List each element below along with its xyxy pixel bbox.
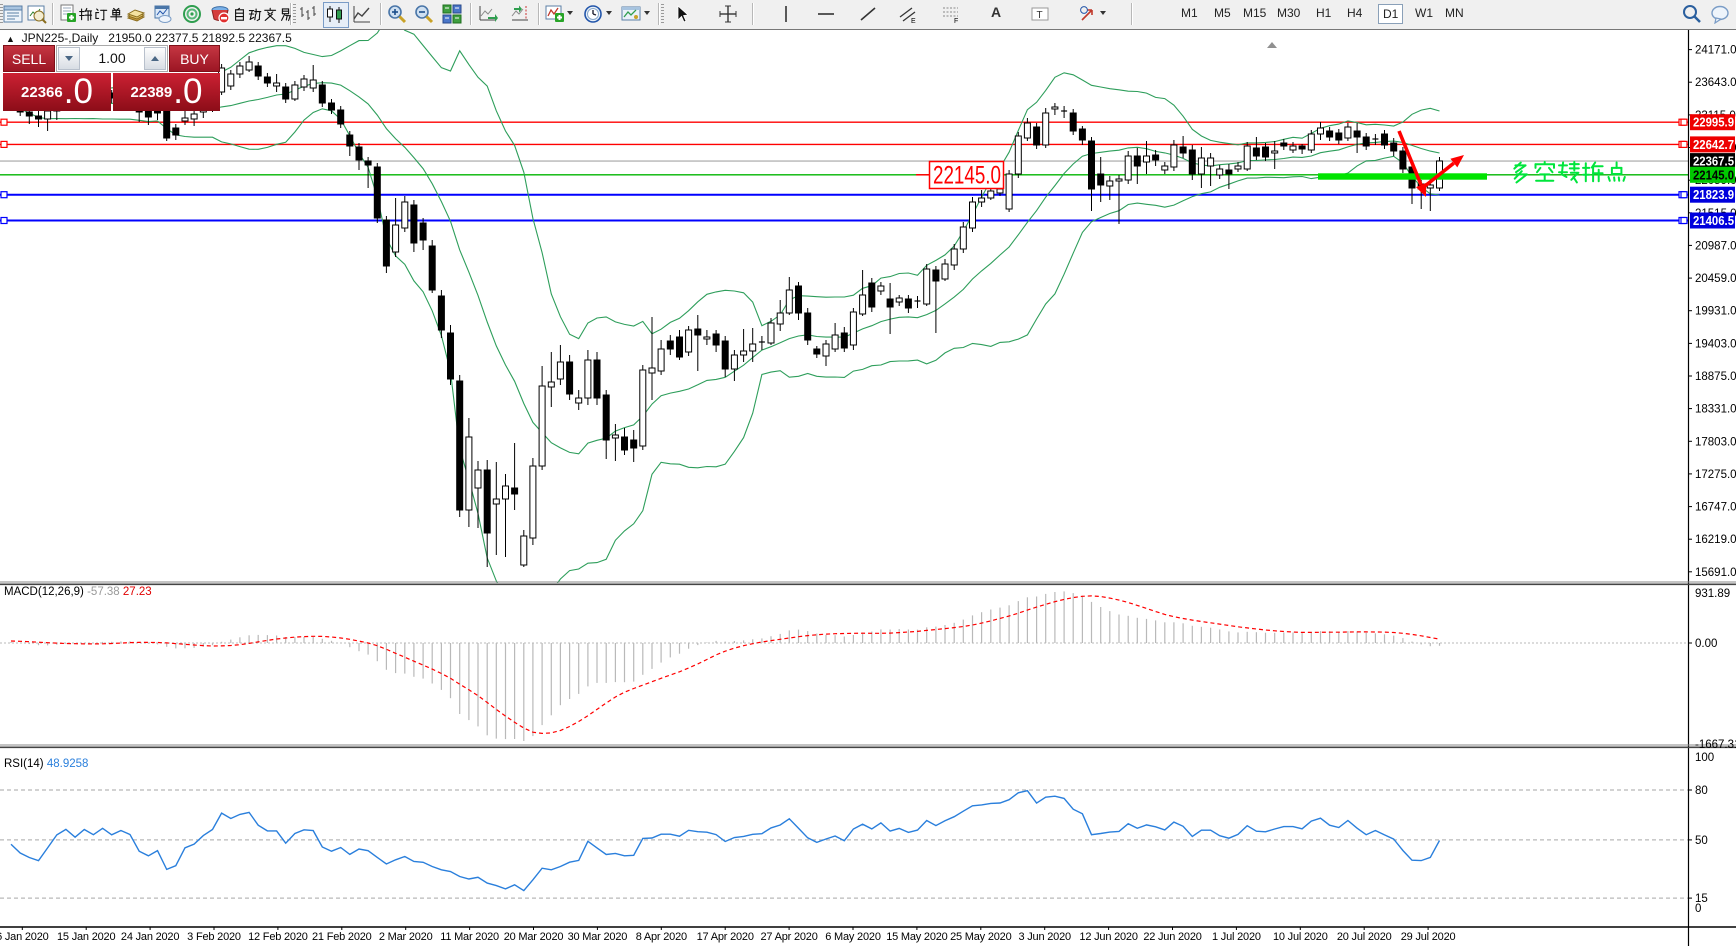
svg-text:30 Mar 2020: 30 Mar 2020	[568, 931, 628, 943]
svg-text:16747.0: 16747.0	[1695, 502, 1736, 514]
svg-text:23643.0: 23643.0	[1695, 77, 1736, 89]
svg-text:20 Mar 2020: 20 Mar 2020	[504, 931, 564, 943]
svg-text:MACD(12,26,9) -57.38 27.23: MACD(12,26,9) -57.38 27.23	[4, 586, 152, 598]
svg-text:27 Apr 2020: 27 Apr 2020	[761, 931, 818, 943]
svg-text:20459.0: 20459.0	[1695, 273, 1736, 285]
svg-text:50: 50	[1695, 835, 1708, 847]
svg-text:11 Mar 2020: 11 Mar 2020	[440, 931, 499, 943]
svg-text:15691.0: 15691.0	[1695, 567, 1736, 579]
svg-text:0.00: 0.00	[1695, 638, 1717, 650]
svg-text:21406.5: 21406.5	[1693, 214, 1734, 228]
svg-text:17275.0: 17275.0	[1695, 469, 1736, 481]
svg-text:F: F	[954, 18, 958, 24]
svg-text:E: E	[911, 18, 916, 24]
svg-text:22145.0: 22145.0	[933, 162, 1001, 190]
svg-text:12 Jun 2020: 12 Jun 2020	[1079, 931, 1137, 943]
svg-text:2 Mar 2020: 2 Mar 2020	[379, 931, 433, 943]
svg-text:21823.9: 21823.9	[1693, 188, 1734, 202]
svg-text:6 May 2020: 6 May 2020	[825, 931, 881, 943]
svg-text:12 Feb 2020: 12 Feb 2020	[248, 931, 308, 943]
svg-text:18331.0: 18331.0	[1695, 404, 1736, 416]
svg-text:15 Jan 2020: 15 Jan 2020	[57, 931, 115, 943]
svg-text:29 Jul 2020: 29 Jul 2020	[1401, 931, 1456, 943]
svg-text:24 Jan 2020: 24 Jan 2020	[121, 931, 179, 943]
svg-text:16219.0: 16219.0	[1695, 534, 1736, 546]
svg-text:0: 0	[1695, 903, 1701, 915]
svg-text:20987.0: 20987.0	[1695, 240, 1736, 252]
svg-text:19403.0: 19403.0	[1695, 338, 1736, 350]
svg-text:19931.0: 19931.0	[1695, 306, 1736, 318]
svg-text:T: T	[1037, 10, 1043, 21]
svg-text:22145.0: 22145.0	[1693, 168, 1734, 182]
svg-text:22642.7: 22642.7	[1693, 138, 1734, 152]
svg-text:931.89: 931.89	[1695, 588, 1730, 600]
svg-text:20 Jul 2020: 20 Jul 2020	[1337, 931, 1392, 943]
svg-text:17803.0: 17803.0	[1695, 436, 1736, 448]
svg-text:24171.0: 24171.0	[1695, 45, 1736, 57]
svg-text:15 May 2020: 15 May 2020	[886, 931, 947, 943]
svg-text:22995.9: 22995.9	[1693, 116, 1734, 130]
svg-text:-1667.31: -1667.31	[1695, 739, 1736, 751]
svg-text:22367.5: 22367.5	[1693, 155, 1734, 169]
svg-text:18875.0: 18875.0	[1695, 371, 1736, 383]
svg-text:21 Feb 2020: 21 Feb 2020	[312, 931, 372, 943]
svg-text:80: 80	[1695, 785, 1708, 797]
svg-text:3 Feb 2020: 3 Feb 2020	[187, 931, 241, 943]
svg-text:25 May 2020: 25 May 2020	[950, 931, 1011, 943]
svg-text:8 Apr 2020: 8 Apr 2020	[636, 931, 687, 943]
svg-text:100: 100	[1695, 752, 1714, 764]
svg-text:22 Jun 2020: 22 Jun 2020	[1143, 931, 1201, 943]
svg-text:RSI(14) 48.9258: RSI(14) 48.9258	[4, 758, 88, 770]
svg-text:6 Jan 2020: 6 Jan 2020	[0, 931, 49, 943]
svg-text:3 Jun 2020: 3 Jun 2020	[1018, 931, 1071, 943]
svg-text:17 Apr 2020: 17 Apr 2020	[697, 931, 754, 943]
svg-text:15: 15	[1695, 893, 1708, 905]
svg-text:1 Jul 2020: 1 Jul 2020	[1212, 931, 1261, 943]
svg-text:10 Jul 2020: 10 Jul 2020	[1273, 931, 1328, 943]
